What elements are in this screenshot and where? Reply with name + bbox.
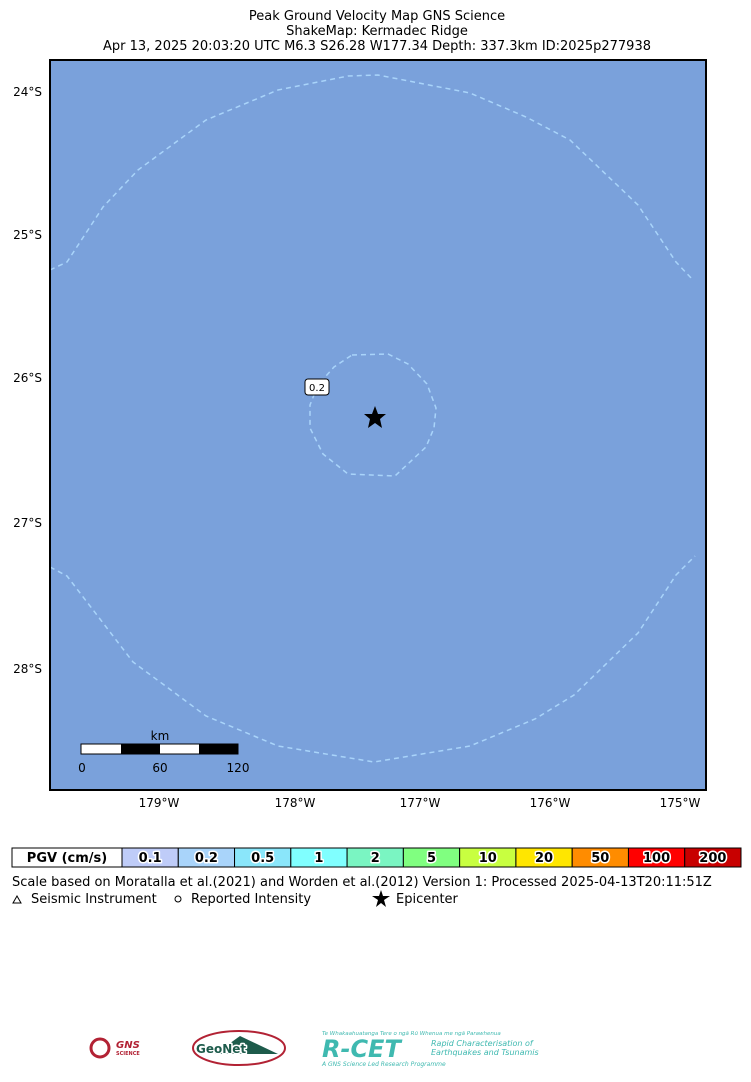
legend-note: Scale based on Moratalla et al.(2021) an… [12,875,712,890]
lat-label: 24°S [13,85,42,99]
geonet-mountain [215,1036,278,1054]
scale-tick: 60 [152,761,167,775]
legend-label: 200 [699,851,726,866]
lon-label: 178°W [275,796,316,810]
geonet-logo: GeoNet [196,1042,246,1056]
logos: GNS SCIENCE GeoNet Te Whakaahuatanga Ter… [89,1030,539,1068]
map-frame [49,59,707,791]
legend-label: 20 [535,851,553,866]
geonet-ring [192,1030,286,1066]
subtitle: ShakeMap: Kermadec Ridge [286,24,468,39]
epicenter-label: Epicenter [396,892,459,907]
contour-label-box [304,378,330,396]
epicenter-icon [372,890,390,907]
event-info: Apr 13, 2025 20:03:20 UTC M6.3 S26.28 W1… [103,39,651,54]
rcet-sub: Earthquakes and Tsunamis [431,1048,539,1057]
scale-tick: 120 [227,761,250,775]
scale-unit: km [151,729,170,743]
legend-label: 100 [643,851,670,866]
legend-label: 1 [314,851,323,866]
legend: PGV (cm/s) 0.1 0.2 0.5 1 2 5 10 20 50 100 200 [11,847,742,868]
legend-label: 50 [591,851,609,866]
contour [49,74,694,281]
epicenter-star [364,406,386,428]
lat-label: 28°S [13,662,42,676]
legend-title: PGV (cm/s) [27,851,107,866]
reported-icon [174,895,182,903]
contour-label: 0.2 [309,383,325,394]
gns-logo-sub: SCIENCE [116,1051,140,1057]
lat-label: 27°S [13,516,42,530]
title: Peak Ground Velocity Map GNS Science [249,9,505,24]
rcet-logo: R-CET [322,1035,402,1063]
legend-label: 0.5 [251,851,274,866]
legend-label: 5 [427,851,436,866]
legend-label: 10 [479,851,497,866]
gns-mark [89,1037,111,1059]
contour [49,555,696,763]
scale-tick: 0 [78,761,86,775]
seismic-icon [12,894,22,904]
contours [49,74,696,763]
scale-bar-segment [199,744,238,754]
lat-label: 26°S [13,371,42,385]
map: 0.2 km 0 60 120 [49,59,707,791]
gns-logo: GNS [116,1040,140,1051]
legend-swatch [684,847,742,868]
contour [309,353,437,477]
lon-label: 175°W [660,796,701,810]
seismic-label: Seismic Instrument [31,892,157,907]
rcet-top: Te Whakaahuatanga Tere o ngā Rū Whenua m… [322,1031,501,1037]
scale-bar: km 0 60 120 [78,729,249,775]
rcet-foot: A GNS Science Led Research Programme [321,1061,446,1068]
lon-label: 179°W [139,796,180,810]
lon-label: 176°W [530,796,571,810]
axes: 24°S 25°S 26°S 27°S 28°S 179°W 178°W 177°W 176°W… [13,85,700,810]
lon-label: 177°W [400,796,441,810]
legend-label: 2 [371,851,380,866]
rcet-sub: Rapid Characterisation of [431,1039,534,1048]
scale-bar-segment [121,744,160,754]
reported-label: Reported Intensity [191,892,311,907]
legend-label: 0.2 [195,851,218,866]
legend-label: 0.1 [139,851,162,866]
lat-label: 25°S [13,228,42,242]
